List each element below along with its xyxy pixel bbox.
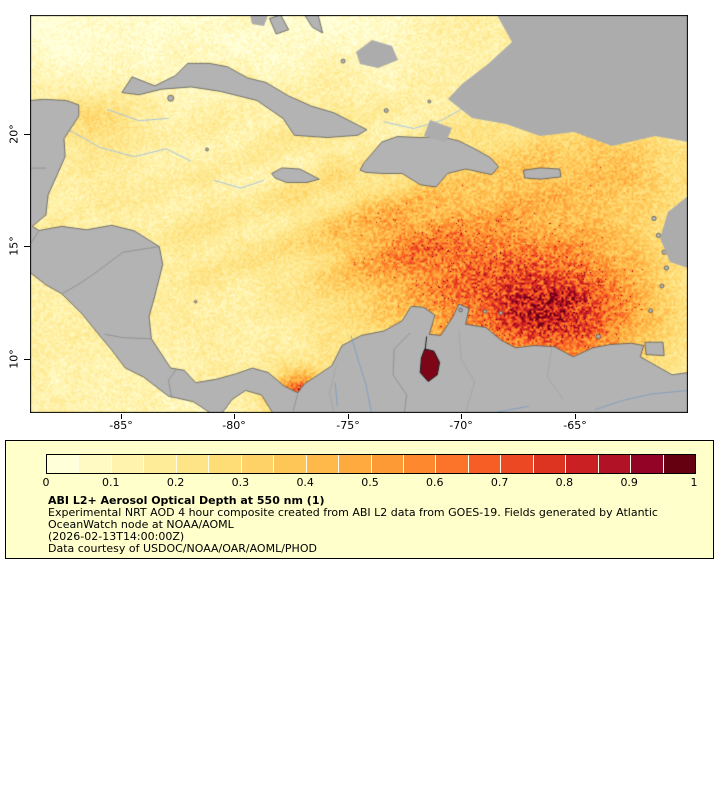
colorbar-segment [274, 455, 307, 473]
colorbar-segment [111, 455, 145, 473]
lat-tick-mark [24, 359, 30, 360]
legend-line: Experimental NRT AOD 4 hour composite cr… [48, 507, 658, 519]
colorbar-segment [306, 455, 340, 473]
lon-tick-mark [575, 414, 576, 419]
lon-tick-label: -75° [336, 419, 360, 432]
colorbar-tick-label: 0.2 [166, 476, 185, 489]
colorbar-segment [663, 455, 696, 473]
colorbar-tick-label: 0 [42, 476, 50, 489]
legend-title: ABI L2+ Aerosol Optical Depth at 550 nm … [48, 494, 325, 507]
colorbar-segment [209, 455, 242, 473]
colorbar-segment [631, 455, 664, 473]
legend-line: Data courtesy of USDOC/NOAA/OAR/AOML/PHO… [48, 543, 317, 555]
lon-tick-mark [121, 414, 122, 419]
legend-line: (2026-02-13T14:00:00Z) [48, 531, 185, 543]
legend-description: Experimental NRT AOD 4 hour composite cr… [48, 507, 703, 555]
legend-panel: 0 0.1 0.2 0.3 0.4 0.5 0.6 0.7 0.8 0.9 1 ABI L2+ Ae… [5, 440, 714, 559]
colorbar-tick-label: 0.8 [555, 476, 574, 489]
colorbar-tick-label: 0.4 [296, 476, 314, 489]
colorbar [46, 454, 696, 474]
lon-tick-mark [461, 414, 462, 419]
lon-tick-mark [348, 414, 349, 419]
colorbar-segment [501, 455, 534, 473]
colorbar-segment [339, 455, 372, 473]
lon-tick-label: -85° [109, 419, 133, 432]
colorbar-segment [176, 455, 210, 473]
colorbar-segment [436, 455, 469, 473]
colorbar-segment [144, 455, 177, 473]
lon-tick-label: -65° [563, 419, 587, 432]
colorbar-segment [598, 455, 632, 473]
colorbar-tick-label: 1 [690, 476, 698, 489]
legend-text-block: ABI L2+ Aerosol Optical Depth at 550 nm … [48, 495, 703, 555]
lat-tick-label: 15° [7, 236, 21, 256]
colorbar-tick-label: 0.6 [426, 476, 444, 489]
legend-line: OceanWatch node at NOAA/AOML [48, 519, 234, 531]
lat-tick-label: 10° [7, 349, 21, 369]
colorbar-segment [241, 455, 275, 473]
lat-tick-mark [24, 134, 30, 135]
lon-tick-label: -80° [222, 419, 246, 432]
lon-tick-mark [234, 414, 235, 419]
colorbar-segment [371, 455, 404, 473]
colorbar-tick-label: 0.7 [490, 476, 509, 489]
colorbar-tick-label: 0.9 [620, 476, 638, 489]
lat-tick-mark [24, 246, 30, 247]
colorbar-segment [566, 455, 599, 473]
colorbar-tick-label: 0.3 [231, 476, 250, 489]
colorbar-tick-label: 0.1 [102, 476, 120, 489]
lon-tick-label: -70° [449, 419, 473, 432]
lat-tick-label: 20° [7, 124, 21, 144]
colorbar-segment [47, 455, 80, 473]
map-frame [30, 15, 688, 413]
colorbar-tick-labels: 0 0.1 0.2 0.3 0.4 0.5 0.6 0.7 0.8 0.9 1 [42, 476, 698, 489]
colorbar-segment [468, 455, 502, 473]
colorbar-tick-label: 0.5 [361, 476, 379, 489]
aod-map-canvas [30, 15, 688, 413]
colorbar-segment [79, 455, 112, 473]
colorbar-segment [533, 455, 567, 473]
colorbar-segment [403, 455, 437, 473]
